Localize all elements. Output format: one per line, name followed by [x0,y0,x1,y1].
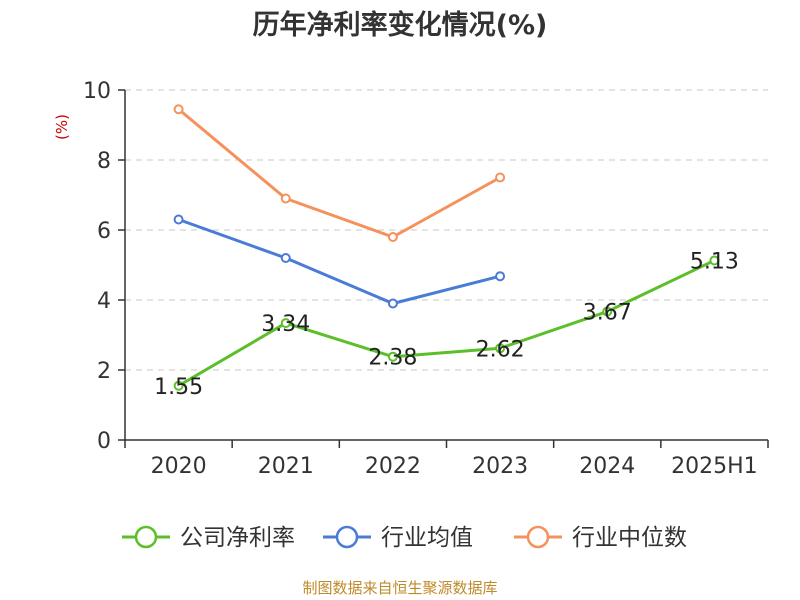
x-tick-label-2023: 2023 [472,454,528,479]
y-tick-label-6: 6 [97,219,111,244]
series-line-2 [177,108,501,239]
y-axis-label: (%) [53,114,71,140]
y-tick-label-4: 4 [97,289,111,314]
x-tick-label-2025H1: 2025H1 [671,454,758,479]
data-label-2020: 1.55 [154,375,203,400]
series-2-point-2020 [173,104,184,115]
y-tick-label-10: 10 [83,79,111,104]
data-label-2025H1: 5.13 [690,249,739,274]
x-tick-label-2024: 2024 [579,454,635,479]
data-label-2022: 2.38 [368,346,417,371]
series-0-point-2020 [173,380,184,391]
x-tick-label-2022: 2022 [365,454,421,479]
gridlines [125,89,768,371]
series-1-point-2020 [173,214,184,225]
series-line-1 [178,218,501,305]
series-1-point-2022 [387,298,398,309]
series-line-0 [177,259,716,388]
x-tick-label-2020: 2020 [151,454,207,479]
data-labels: 1.55 3.34 2.38 2.62 3.67 5.13 [154,249,739,399]
chart-title: 历年净利率变化情况(%) [253,9,548,41]
series-1-point-2021 [280,253,291,263]
y-tick-label-2: 2 [97,359,111,384]
legend-label-0: 公司净利率 [180,525,295,551]
legend-marker-1 [335,525,359,549]
series-2-point-2023 [495,172,506,183]
legend-label-1: 行业均值 [381,525,473,551]
data-label-2021: 3.34 [261,312,310,337]
series-2-point-2022 [387,232,398,242]
y-tick-label-8: 8 [97,149,111,174]
series-layer [173,104,720,391]
series-0-point-2023 [495,343,506,354]
legend-label-2: 行业中位数 [572,525,687,551]
y-tick-label-0: 0 [97,429,111,454]
source-note: 制图数据来自恒生聚源数据库 [302,579,497,597]
series-2-point-2021 [280,193,291,204]
axes: 0 2 4 6 8 10 2020 2021 2022 2023 2024 2025H1 [83,79,769,479]
series-1-point-2023 [495,271,506,282]
legend-marker-2 [526,525,550,549]
legend: 公司净利率 行业均值 行业中位数 [122,525,687,551]
series-0-point-2022 [387,351,398,362]
legend-marker-0 [134,525,158,549]
data-label-2024: 3.67 [583,301,632,326]
series-0-point-2025H1 [709,255,720,266]
series-0-point-2024 [602,306,613,317]
data-label-2023: 2.62 [476,337,525,362]
series-0-point-2021 [280,318,291,329]
x-tick-label-2021: 2021 [258,454,314,479]
